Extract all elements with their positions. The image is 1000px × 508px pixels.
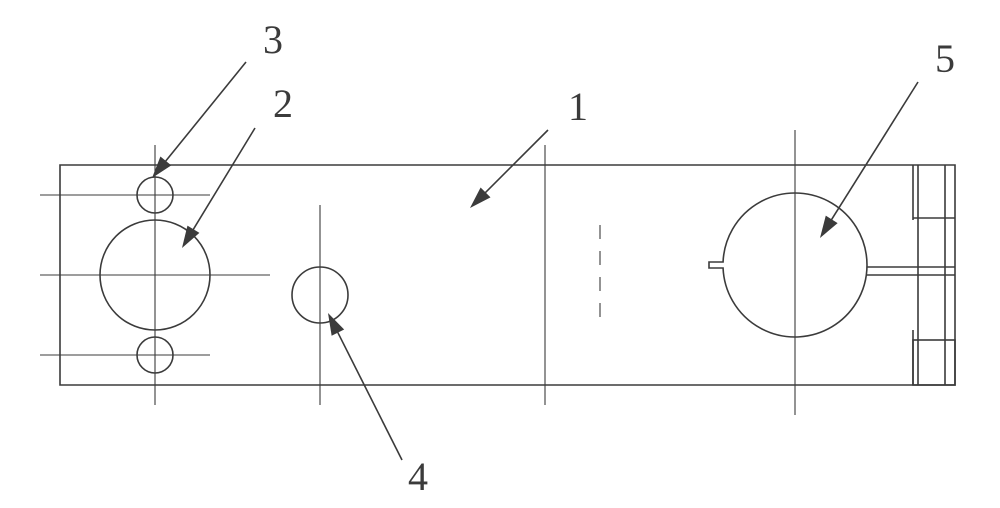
callout-label-5: 5 xyxy=(935,36,955,81)
bolt-cap-bot xyxy=(913,340,955,385)
callout-label-1: 1 xyxy=(568,84,588,129)
callout-label-4: 4 xyxy=(408,454,428,499)
hole-5 xyxy=(709,193,867,337)
callout-label-2: 2 xyxy=(273,81,293,126)
callout-label-3: 3 xyxy=(263,17,283,62)
